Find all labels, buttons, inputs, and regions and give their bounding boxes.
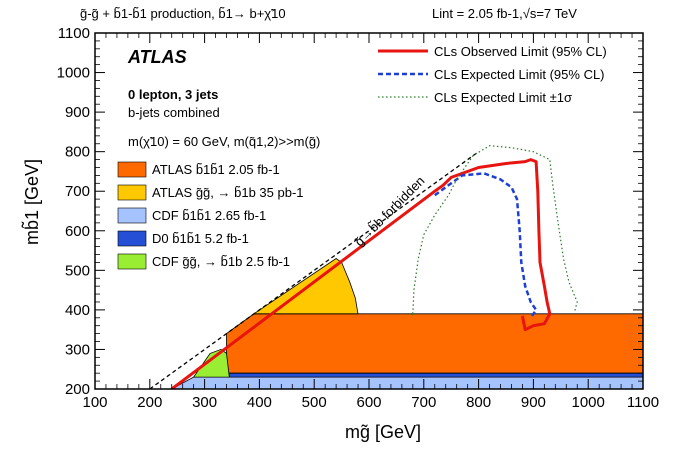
x-tick-label: 900 (521, 394, 546, 411)
y-tick-label: 900 (65, 104, 90, 121)
channel-label: 0 lepton, 3 jets (128, 87, 218, 102)
exclusion-regions (171, 258, 643, 389)
region-2 (171, 376, 643, 389)
x-tick-label: 700 (411, 394, 436, 411)
legend-region-label: CDF b̃1b̃1 2.65 fb-1 (152, 208, 266, 223)
y-tick-label: 500 (65, 262, 90, 279)
y-tick-label: 800 (65, 144, 90, 161)
legend-region-label: ATLAS g̃g̃, → b̃1b 35 pb-1 (152, 185, 304, 200)
y-tick-label: 200 (65, 381, 90, 398)
forbidden-boundary-line (149, 151, 479, 389)
y-tick-label: 400 (65, 302, 90, 319)
region-4 (192, 348, 230, 378)
y-tick-label: 300 (65, 341, 90, 358)
legend-curves: CLs Observed Limit (95% CL) CLs Expected … (378, 44, 607, 105)
legend-curve-label: CLs Observed Limit (95% CL) (434, 44, 607, 59)
legend-regions: ATLAS b̃1b̃1 2.05 fb-1 ATLAS g̃g̃, → b̃1b… (117, 161, 304, 270)
limit-curve-1 (434, 172, 538, 319)
y-tick-label: 700 (65, 183, 90, 200)
x-axis-title: mg̃ [GeV] (345, 422, 421, 442)
forbidden-label: g̃→b̃b forbidden (351, 173, 427, 249)
x-tick-label: 100 (82, 394, 107, 411)
legend-region-swatch (117, 184, 147, 201)
y-axis-title: mb̃1 [GeV] (21, 159, 42, 245)
region-0 (226, 313, 643, 374)
legend-region-swatch (117, 207, 147, 224)
legend-region-swatch (117, 253, 147, 270)
mass-assumption-label: m(χ̃10) = 60 GeV, m(q̃1,2)>>m(g̃) (128, 134, 320, 149)
x-tick-label: 800 (466, 394, 491, 411)
x-tick-label: 1100 (627, 394, 659, 411)
experiment-logo: ATLAS (127, 47, 187, 67)
y-tick-label: 1100 (58, 25, 90, 42)
luminosity-label: Lint = 2.05 fb-1,√s=7 TeV (432, 6, 577, 21)
y-tick-label: 600 (65, 223, 90, 240)
x-tick-label: 500 (302, 394, 327, 411)
x-tick-label: 200 (137, 394, 162, 411)
x-tick-label: 1000 (572, 394, 605, 411)
limit-curve-0 (170, 158, 552, 389)
legend-curve-label: CLs Expected Limit ±1σ (434, 90, 572, 105)
y-tick-label: 1000 (57, 65, 90, 82)
x-tick-label: 300 (192, 394, 217, 411)
region-3 (226, 372, 643, 378)
legend-region-label: D0 b̃1b̃1 5.2 fb-1 (152, 231, 249, 246)
x-tick-label: 600 (356, 394, 381, 411)
legend-region-label: CDF g̃g̃, → b̃1b 2.5 fb-1 (152, 254, 290, 269)
legend-region-swatch (117, 161, 147, 178)
legend-curve-label: CLs Expected Limit (95% CL) (434, 67, 605, 82)
limit-curves (149, 145, 578, 389)
x-tick-label: 400 (247, 394, 272, 411)
region-1 (252, 258, 359, 315)
limit-curve-2 (412, 145, 578, 314)
legend-region-swatch (117, 230, 147, 247)
process-label: g̃-g̃ + b̃1-b̃1 production, b̃1→ b+χ̃10 (80, 6, 286, 21)
legend-region-label: ATLAS b̃1b̃1 2.05 fb-1 (152, 162, 280, 177)
bjets-label: b-jets combined (128, 105, 220, 120)
axis-ticks: 100 200 300 400 500 600 700 800 900 1000 110020030… (57, 25, 660, 411)
limit-curve-3 (411, 313, 414, 317)
